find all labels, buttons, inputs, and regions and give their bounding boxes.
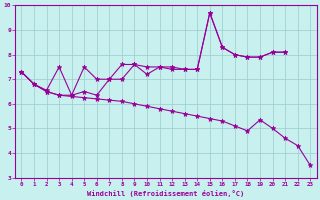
X-axis label: Windchill (Refroidissement éolien,°C): Windchill (Refroidissement éolien,°C) bbox=[87, 190, 244, 197]
